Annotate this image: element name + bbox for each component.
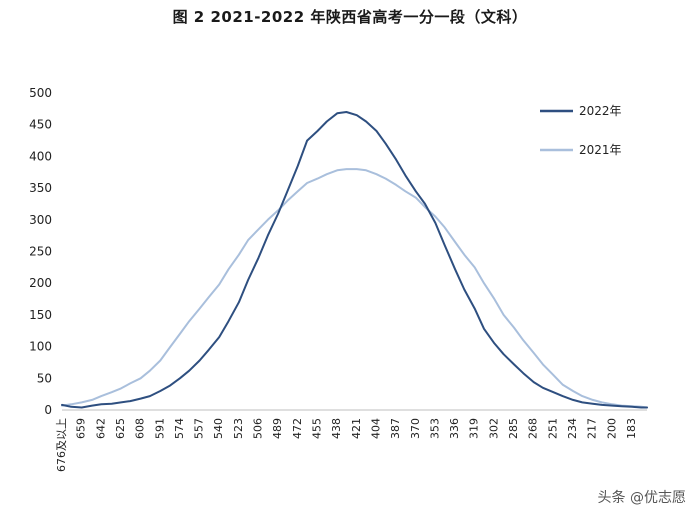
x-tick-label: 387 — [389, 418, 402, 439]
y-tick-label: 350 — [29, 181, 52, 195]
x-tick-label: 370 — [409, 418, 422, 439]
x-tick-label: 251 — [546, 418, 559, 439]
x-tick-label: 200 — [605, 418, 618, 439]
x-tick-label: 336 — [448, 418, 461, 439]
source-caption: 头条 @优志愿 — [597, 490, 686, 506]
y-tick-label: 400 — [29, 149, 52, 163]
x-tick-label: 285 — [507, 418, 520, 439]
x-tick-label: 676及以上 — [55, 418, 68, 472]
x-tick-label: 455 — [311, 418, 324, 439]
x-tick-label: 625 — [114, 418, 127, 439]
x-tick-label: 540 — [212, 418, 225, 439]
series-line-0 — [61, 111, 648, 409]
x-tick-label: 591 — [153, 418, 166, 439]
x-tick-label: 404 — [369, 418, 382, 439]
y-tick-label: 450 — [29, 118, 52, 132]
y-tick-label: 500 — [29, 86, 52, 100]
y-tick-label: 100 — [29, 340, 52, 354]
y-tick-label: 250 — [29, 245, 52, 259]
x-tick-label: 642 — [94, 418, 107, 439]
legend-label-1: 2021年 — [579, 143, 622, 157]
x-tick-label: 217 — [586, 418, 599, 439]
y-tick-label: 150 — [29, 308, 52, 322]
y-tick-label: 50 — [37, 371, 52, 385]
x-tick-label: 438 — [330, 418, 343, 439]
y-tick-label: 0 — [44, 403, 52, 417]
x-tick-label: 472 — [291, 418, 304, 439]
legend-label-0: 2022年 — [579, 104, 622, 118]
y-tick-label: 200 — [29, 276, 52, 290]
x-tick-label: 608 — [134, 418, 147, 439]
x-tick-label: 506 — [252, 418, 265, 439]
x-tick-label: 183 — [625, 418, 638, 439]
x-tick-label: 523 — [232, 418, 245, 439]
x-tick-label: 489 — [271, 418, 284, 439]
x-tick-label: 659 — [75, 418, 88, 439]
x-tick-label: 557 — [193, 418, 206, 439]
chart-title: 图 2 2021-2022 年陕西省高考一分一段（文科） — [172, 8, 528, 26]
x-tick-label: 574 — [173, 418, 186, 439]
x-tick-label: 353 — [428, 418, 441, 439]
x-tick-label: 302 — [487, 418, 500, 439]
x-tick-label: 268 — [527, 418, 540, 439]
x-tick-label: 234 — [566, 418, 579, 439]
series-line-1 — [61, 168, 648, 409]
x-tick-label: 421 — [350, 418, 363, 439]
y-tick-label: 300 — [29, 213, 52, 227]
x-tick-label: 319 — [468, 418, 481, 439]
